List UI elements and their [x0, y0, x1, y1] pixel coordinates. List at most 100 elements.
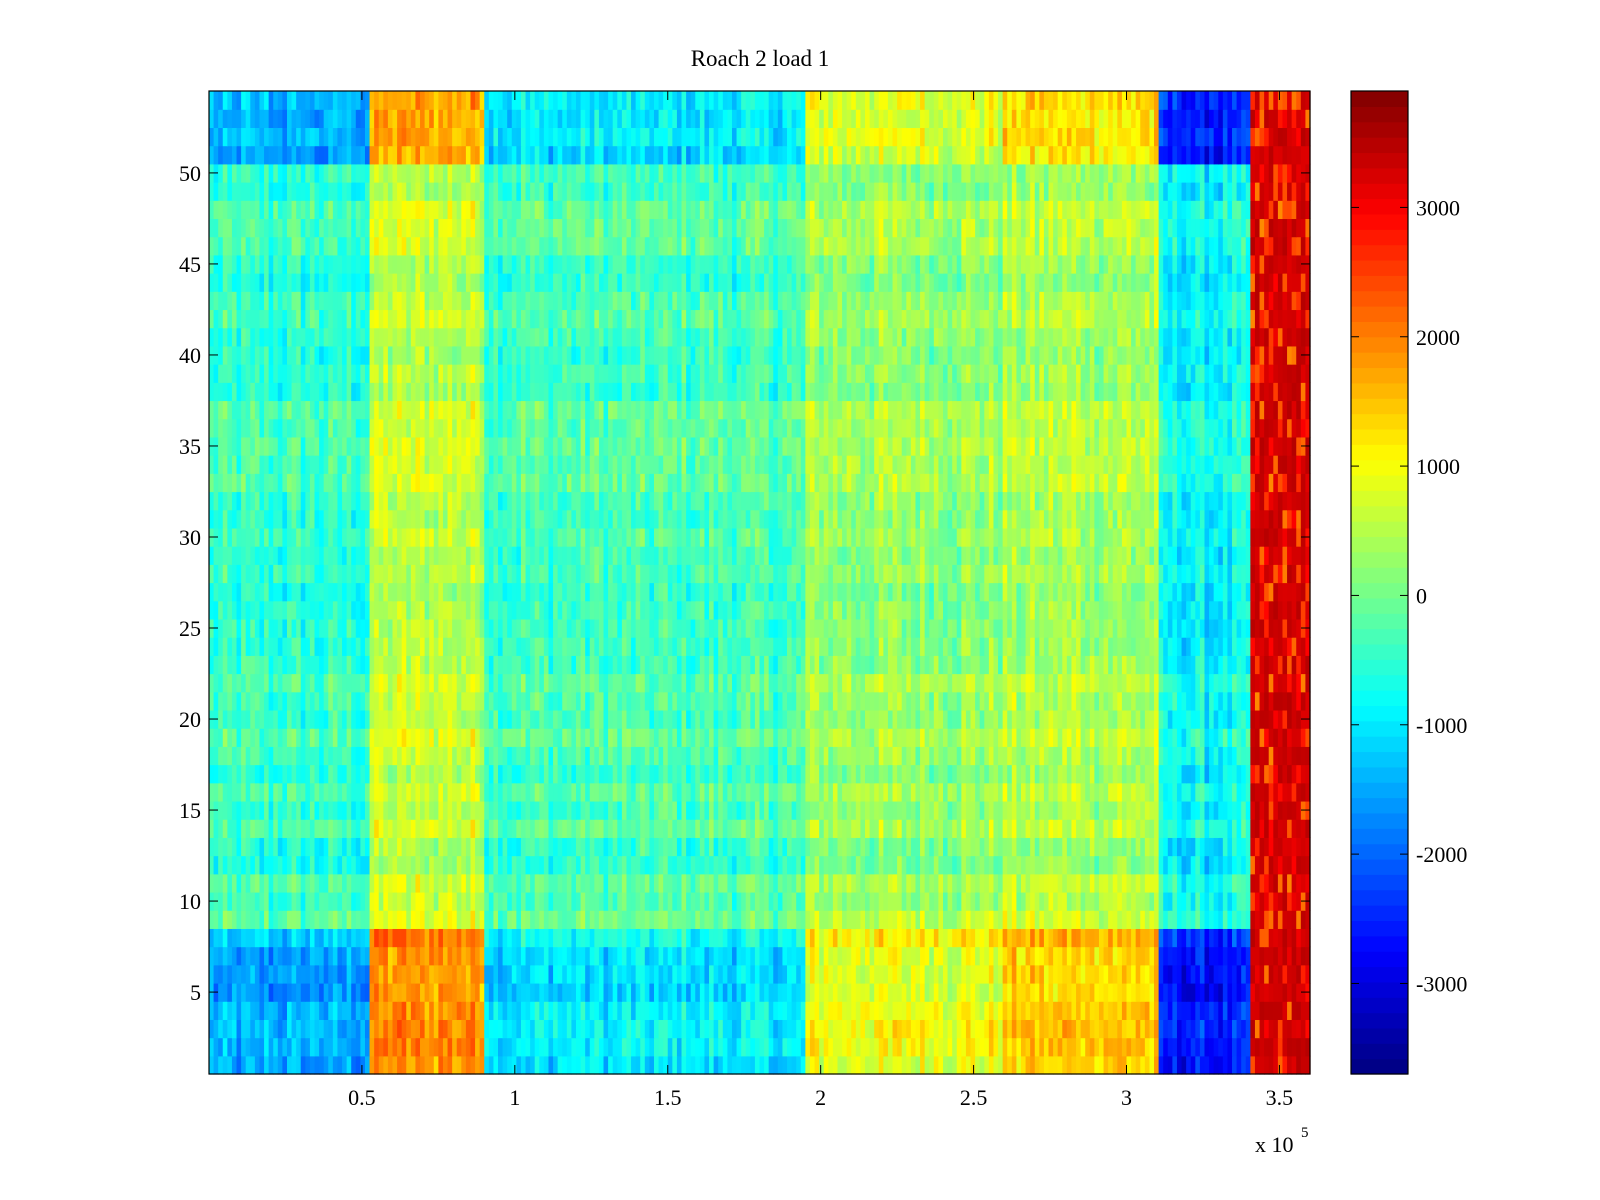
heatmap-cell	[805, 982, 811, 1002]
heatmap-cell	[975, 1001, 981, 1020]
heatmap-cell	[1103, 1055, 1109, 1075]
heatmap-cell	[1277, 1037, 1284, 1057]
heatmap-cell	[713, 1001, 719, 1020]
heatmap-cell	[621, 764, 628, 784]
heatmap-cell	[1305, 764, 1311, 784]
heatmap-cell	[309, 782, 316, 802]
heatmap-cell	[571, 873, 577, 893]
heatmap-cell	[842, 946, 848, 966]
heatmap-cell	[1241, 1001, 1247, 1020]
heatmap-cell	[447, 782, 453, 802]
heatmap-cell	[553, 728, 559, 747]
heatmap-cell	[965, 764, 972, 784]
heatmap-cell	[1121, 709, 1128, 729]
heatmap-cell	[1007, 709, 1013, 729]
heatmap-cell	[502, 1055, 508, 1075]
heatmap-cell	[1112, 709, 1118, 729]
heatmap-cell	[319, 728, 325, 747]
heatmap-cell	[731, 910, 738, 929]
heatmap-cell	[387, 1055, 394, 1075]
heatmap-cell	[447, 800, 453, 820]
heatmap-cell	[782, 1055, 788, 1075]
heatmap-cell	[475, 728, 481, 747]
heatmap-cell	[731, 982, 738, 1002]
heatmap-cell	[695, 891, 701, 911]
heatmap-cell	[511, 928, 517, 948]
heatmap-cell	[1121, 1037, 1128, 1057]
heatmap-cell	[1085, 728, 1091, 747]
heatmap-cell	[1154, 1055, 1160, 1075]
heatmap-cell	[1167, 928, 1173, 948]
heatmap-cell	[984, 728, 990, 747]
heatmap-cell	[933, 891, 940, 911]
heatmap-cell	[493, 819, 499, 838]
heatmap-cell	[791, 728, 797, 747]
heatmap-cell	[878, 873, 884, 893]
heatmap-cell	[520, 819, 527, 838]
heatmap-cell	[236, 1037, 242, 1057]
heatmap-cell	[1066, 837, 1073, 857]
heatmap-cell	[1163, 1037, 1169, 1057]
heatmap-cell	[874, 855, 880, 875]
heatmap-cell	[585, 1019, 591, 1039]
heatmap-cell	[1020, 800, 1027, 820]
heatmap-cell	[878, 928, 884, 948]
heatmap-cell	[1176, 1037, 1183, 1057]
heatmap-cell	[745, 1001, 751, 1020]
heatmap-cell	[695, 782, 701, 802]
heatmap-cell	[1268, 873, 1274, 893]
heatmap-cell	[699, 928, 706, 948]
heatmap-cell	[598, 819, 605, 838]
heatmap-cell	[305, 964, 311, 984]
heatmap-cell	[892, 1037, 898, 1057]
heatmap-cell	[534, 982, 540, 1002]
heatmap-cell	[631, 691, 637, 711]
heatmap-cell	[1163, 873, 1169, 893]
heatmap-cell	[470, 1055, 476, 1075]
heatmap-cell	[539, 746, 545, 766]
heatmap-cell	[406, 1019, 412, 1039]
heatmap-cell	[323, 764, 329, 784]
heatmap-cell	[1080, 746, 1086, 766]
heatmap-cell	[777, 728, 784, 747]
heatmap-cell	[1062, 1001, 1068, 1020]
heatmap-cell	[1167, 782, 1173, 802]
heatmap-cell	[1268, 764, 1274, 784]
heatmap-cell	[626, 928, 632, 948]
heatmap-cell	[676, 691, 683, 711]
heatmap-cell	[1080, 928, 1086, 948]
heatmap-cell	[1204, 855, 1210, 875]
heatmap-cell	[401, 837, 407, 857]
heatmap-cell	[745, 1037, 751, 1057]
heatmap-cell	[1158, 746, 1164, 766]
heatmap-cell	[571, 819, 577, 838]
heatmap-cell	[998, 837, 1004, 857]
heatmap-cell	[823, 928, 829, 948]
heatmap-cell	[543, 819, 550, 838]
heatmap-cell	[608, 782, 614, 802]
heatmap-cell	[1098, 800, 1105, 820]
heatmap-cell	[364, 819, 371, 838]
heatmap-cell	[1108, 946, 1114, 966]
heatmap-cell	[268, 691, 274, 711]
heatmap-cell	[442, 800, 449, 820]
heatmap-cell	[910, 1019, 917, 1039]
heatmap-cell	[1245, 982, 1251, 1002]
heatmap-cell	[305, 873, 311, 893]
heatmap-cell	[282, 746, 288, 766]
heatmap-cell	[631, 800, 637, 820]
heatmap-cell	[1250, 1037, 1256, 1057]
heatmap-cell	[796, 1001, 802, 1020]
heatmap-cell	[1259, 782, 1265, 802]
heatmap-cell	[484, 982, 490, 1002]
heatmap-cell	[227, 946, 233, 966]
heatmap-cell	[603, 910, 609, 929]
heatmap-cell	[1030, 746, 1036, 766]
heatmap-cell	[1296, 964, 1302, 984]
heatmap-cell	[1016, 873, 1022, 893]
heatmap-cell	[681, 1001, 687, 1020]
heatmap-cell	[351, 910, 357, 929]
heatmap-cell	[1282, 800, 1288, 820]
heatmap-cell	[773, 1001, 779, 1020]
heatmap-cell	[383, 1037, 389, 1057]
